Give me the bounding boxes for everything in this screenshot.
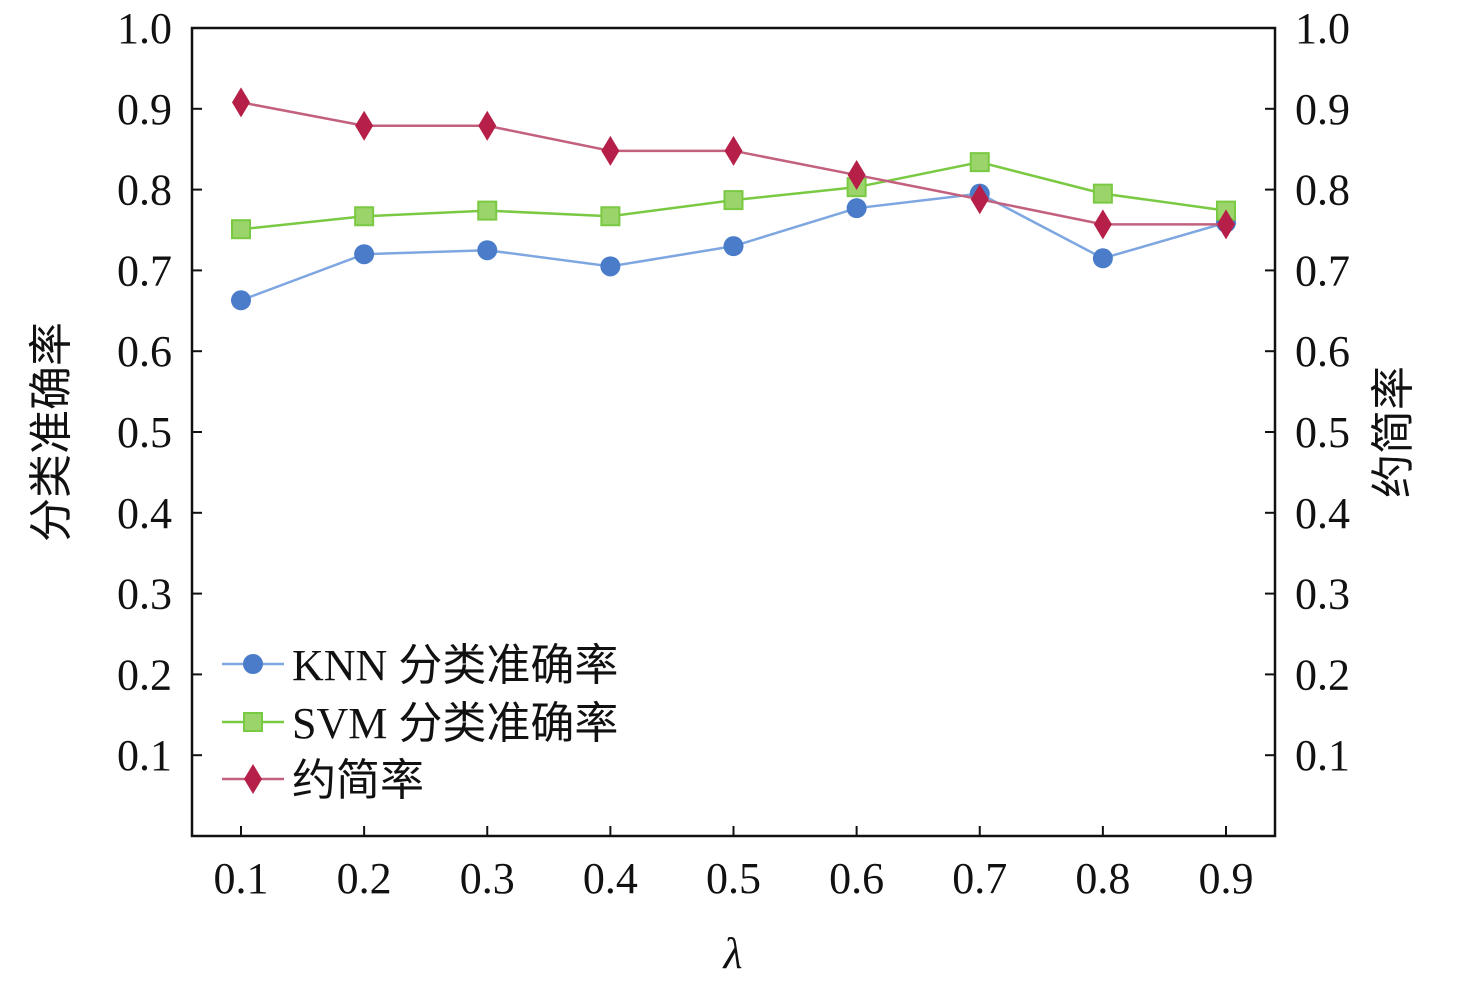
y2-tick-label: 0.7 <box>1295 246 1350 295</box>
y-axis-ticks: 0.1 0.2 0.3 0.4 0.5 0.6 0.7 0.8 0.9 1.0 <box>117 4 202 780</box>
y-tick-label: 1.0 <box>117 4 172 53</box>
y2-tick-label: 0.8 <box>1295 166 1350 215</box>
data-point <box>1092 248 1113 269</box>
x-tick-label: 0.7 <box>952 854 1007 903</box>
y-tick-label: 0.2 <box>117 650 172 699</box>
x-tick-label: 0.4 <box>583 854 638 903</box>
data-point <box>600 256 621 277</box>
data-point <box>723 190 744 211</box>
x-axis-ticks: 0.1 0.2 0.3 0.4 0.5 0.6 0.7 0.8 0.9 <box>214 826 1254 903</box>
y-tick-label: 0.7 <box>117 246 172 295</box>
data-point <box>1093 209 1112 240</box>
data-point <box>600 206 621 227</box>
y-tick-label: 0.9 <box>117 85 172 134</box>
data-point <box>847 160 866 191</box>
data-point <box>724 135 743 166</box>
legend-marker <box>243 712 263 732</box>
x-tick-label: 0.2 <box>337 854 392 903</box>
series-square <box>231 152 1236 240</box>
data-point <box>231 219 251 240</box>
y-tick-label: 0.4 <box>117 489 172 538</box>
data-point <box>1092 183 1113 204</box>
data-point <box>354 244 375 265</box>
data-point <box>1217 209 1235 240</box>
data-point <box>477 240 498 261</box>
y2-tick-label: 0.9 <box>1295 85 1350 134</box>
y2-tick-label: 0.6 <box>1295 327 1350 376</box>
x-tick-label: 0.6 <box>829 854 884 903</box>
data-point <box>354 206 375 227</box>
x-tick-label: 0.8 <box>1075 854 1130 903</box>
y2-tick-label: 1.0 <box>1295 4 1350 53</box>
y-tick-label: 0.8 <box>117 166 172 215</box>
x-axis-label: λ <box>721 929 742 978</box>
data-point <box>477 200 498 221</box>
y2-tick-label: 0.4 <box>1295 489 1350 538</box>
legend-marker <box>243 654 263 674</box>
legend-label: KNN 分类准确率 <box>292 641 618 690</box>
series-group <box>231 87 1236 311</box>
y-tick-label: 0.6 <box>117 327 172 376</box>
data-point <box>478 110 497 141</box>
data-point <box>846 198 867 219</box>
x-tick-label: 0.1 <box>214 854 269 903</box>
data-point <box>232 87 250 118</box>
y-tick-label: 0.5 <box>117 408 172 457</box>
data-point <box>723 236 744 257</box>
legend-label: SVM 分类准确率 <box>292 699 618 748</box>
y-tick-label: 0.3 <box>117 570 172 619</box>
data-point <box>231 290 251 311</box>
legend-marker <box>244 764 262 794</box>
y2-axis-label: 约简率 <box>1369 366 1418 498</box>
y-tick-label: 0.1 <box>117 731 172 780</box>
y2-tick-label: 0.5 <box>1295 408 1350 457</box>
x-tick-label: 0.3 <box>460 854 515 903</box>
data-point <box>355 110 374 141</box>
data-point <box>970 184 989 215</box>
legend-label: 约简率 <box>292 756 424 805</box>
y-axis-label: 分类准确率 <box>27 322 76 542</box>
series-diamond <box>232 87 1235 240</box>
y2-tick-label: 0.3 <box>1295 570 1350 619</box>
y2-tick-label: 0.2 <box>1295 650 1350 699</box>
x-tick-label: 0.5 <box>706 854 761 903</box>
y2-axis-ticks: 0.1 0.2 0.3 0.4 0.5 0.6 0.7 0.8 0.9 1.0 <box>1265 4 1350 780</box>
data-point <box>601 135 620 166</box>
x-tick-label: 0.9 <box>1199 854 1254 903</box>
data-point <box>969 152 990 173</box>
y2-tick-label: 0.1 <box>1295 731 1350 780</box>
